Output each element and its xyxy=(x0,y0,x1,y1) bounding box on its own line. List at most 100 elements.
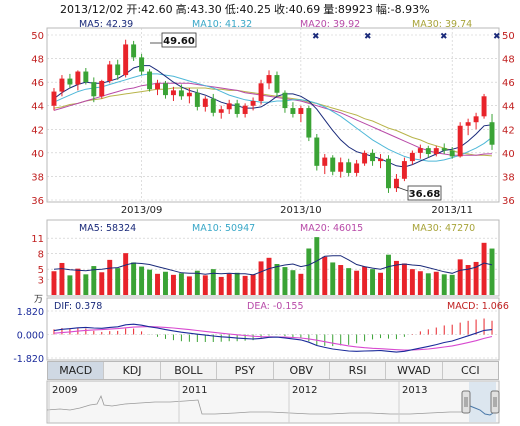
quote-date: 2013/12/02 xyxy=(60,3,124,16)
candle-body xyxy=(354,163,360,173)
macd-label: MACD: 1.066 xyxy=(447,301,509,312)
price-y-tick: 46 xyxy=(502,78,515,89)
volume-bar xyxy=(338,265,344,295)
vol-ma10-label: MA10: 50947 xyxy=(192,223,255,234)
price-candle xyxy=(306,105,312,142)
price-candle xyxy=(218,105,224,119)
candle-body xyxy=(147,71,153,90)
price-candle xyxy=(242,103,248,118)
candle-body xyxy=(449,150,455,157)
price-candles[interactable] xyxy=(51,39,495,193)
price-candle xyxy=(338,157,344,178)
candle-body xyxy=(67,78,73,85)
event-marker-icon[interactable]: ✖ xyxy=(440,32,448,42)
price-candle xyxy=(210,93,216,117)
macd-histogram[interactable] xyxy=(53,318,493,347)
tab-psy[interactable]: PSY xyxy=(217,362,274,379)
price-y-tick: 40 xyxy=(502,149,515,160)
volume-bars[interactable] xyxy=(51,237,495,295)
high-annotation-text: 49.60 xyxy=(163,36,195,47)
price-candle xyxy=(322,154,328,175)
dea-label: DEA: -0.155 xyxy=(247,301,304,312)
timeline-handle-right[interactable] xyxy=(490,390,500,414)
candle-body xyxy=(99,80,105,97)
volume-bar xyxy=(147,269,153,295)
timeline-selection-sparkline xyxy=(469,405,497,416)
price-y-axis-right: 50 48 46 44 42 40 38 36 xyxy=(502,31,515,207)
price-grid xyxy=(47,28,499,202)
candle-body xyxy=(401,161,407,179)
price-y-tick: 40 xyxy=(31,149,44,160)
price-y-tick: 44 xyxy=(502,102,515,113)
volume-bar xyxy=(449,274,455,295)
quote-volume: 量:89923 xyxy=(323,3,373,16)
event-marker-icon[interactable]: ✖ xyxy=(493,32,501,42)
tab-macd[interactable]: MACD xyxy=(48,362,105,379)
price-candle xyxy=(91,77,97,103)
volume-bar xyxy=(346,268,352,295)
volume-bar xyxy=(83,274,89,295)
volume-bar xyxy=(274,264,280,295)
volume-bar xyxy=(75,268,81,295)
price-y-tick: 44 xyxy=(31,102,44,113)
price-candle xyxy=(266,70,272,90)
tab-wvad[interactable]: WVAD xyxy=(386,362,443,379)
volume-bar xyxy=(378,272,383,295)
ma10-line xyxy=(53,73,493,162)
candle-body xyxy=(170,90,176,96)
candle-body xyxy=(417,148,423,153)
price-candle xyxy=(123,39,129,78)
price-y-tick: 48 xyxy=(31,55,44,66)
volume-bar xyxy=(330,262,336,295)
volume-bar xyxy=(386,254,391,295)
price-candle xyxy=(393,174,399,192)
price-candle xyxy=(401,157,407,182)
price-candle xyxy=(147,69,153,92)
price-candle xyxy=(258,79,264,105)
volume-bar xyxy=(393,260,399,295)
timeline-year-label: 2011 xyxy=(182,385,207,396)
timeline-navigator[interactable] xyxy=(46,380,500,424)
candle-body xyxy=(139,57,145,72)
candle-body xyxy=(306,108,312,138)
tab-obv[interactable]: OBV xyxy=(274,362,330,379)
volume-bar xyxy=(178,273,184,295)
event-marker-icon[interactable]: ✖ xyxy=(312,32,320,42)
price-candle xyxy=(163,80,168,99)
price-candle xyxy=(51,88,57,111)
tab-kdj[interactable]: KDJ xyxy=(104,362,161,379)
candle-body xyxy=(226,103,232,110)
vol-ma30-label: MA30: 47270 xyxy=(412,223,475,234)
volume-y-tick: 5 xyxy=(38,265,44,276)
candle-body xyxy=(409,152,415,162)
price-candle xyxy=(298,105,304,123)
volume-ma-line xyxy=(53,255,493,276)
volume-bar xyxy=(91,266,97,295)
macd-legend: DIF: 0.378 DEA: -0.155 MACD: 1.066 xyxy=(54,301,509,312)
price-candle xyxy=(370,149,376,166)
tab-cci[interactable]: CCI xyxy=(461,364,480,377)
price-y-tick: 50 xyxy=(31,31,44,42)
price-y-tick: 42 xyxy=(31,125,44,136)
timeline-handle-left[interactable] xyxy=(461,390,471,414)
candle-body xyxy=(425,148,431,155)
volume-bar xyxy=(218,276,224,295)
volume-bar xyxy=(401,263,407,295)
volume-y-tick: 8 xyxy=(38,250,44,261)
price-y-tick: 50 xyxy=(502,31,515,42)
price-candle xyxy=(131,40,137,61)
timeline-years: 2009 2011 2012 2013 xyxy=(48,381,427,423)
tab-rsi[interactable]: RSI xyxy=(330,362,387,379)
volume-y-tick: 11 xyxy=(31,234,44,245)
volume-bar xyxy=(163,271,168,295)
price-candle xyxy=(99,79,105,99)
price-y-tick: 36 xyxy=(31,196,44,207)
event-marker-icon[interactable]: ✖ xyxy=(364,32,372,42)
candle-body xyxy=(210,98,216,113)
tab-boll[interactable]: BOLL xyxy=(161,362,218,379)
price-y-tick: 38 xyxy=(502,172,515,183)
candle-body xyxy=(489,122,495,145)
ma30-line xyxy=(53,87,493,157)
